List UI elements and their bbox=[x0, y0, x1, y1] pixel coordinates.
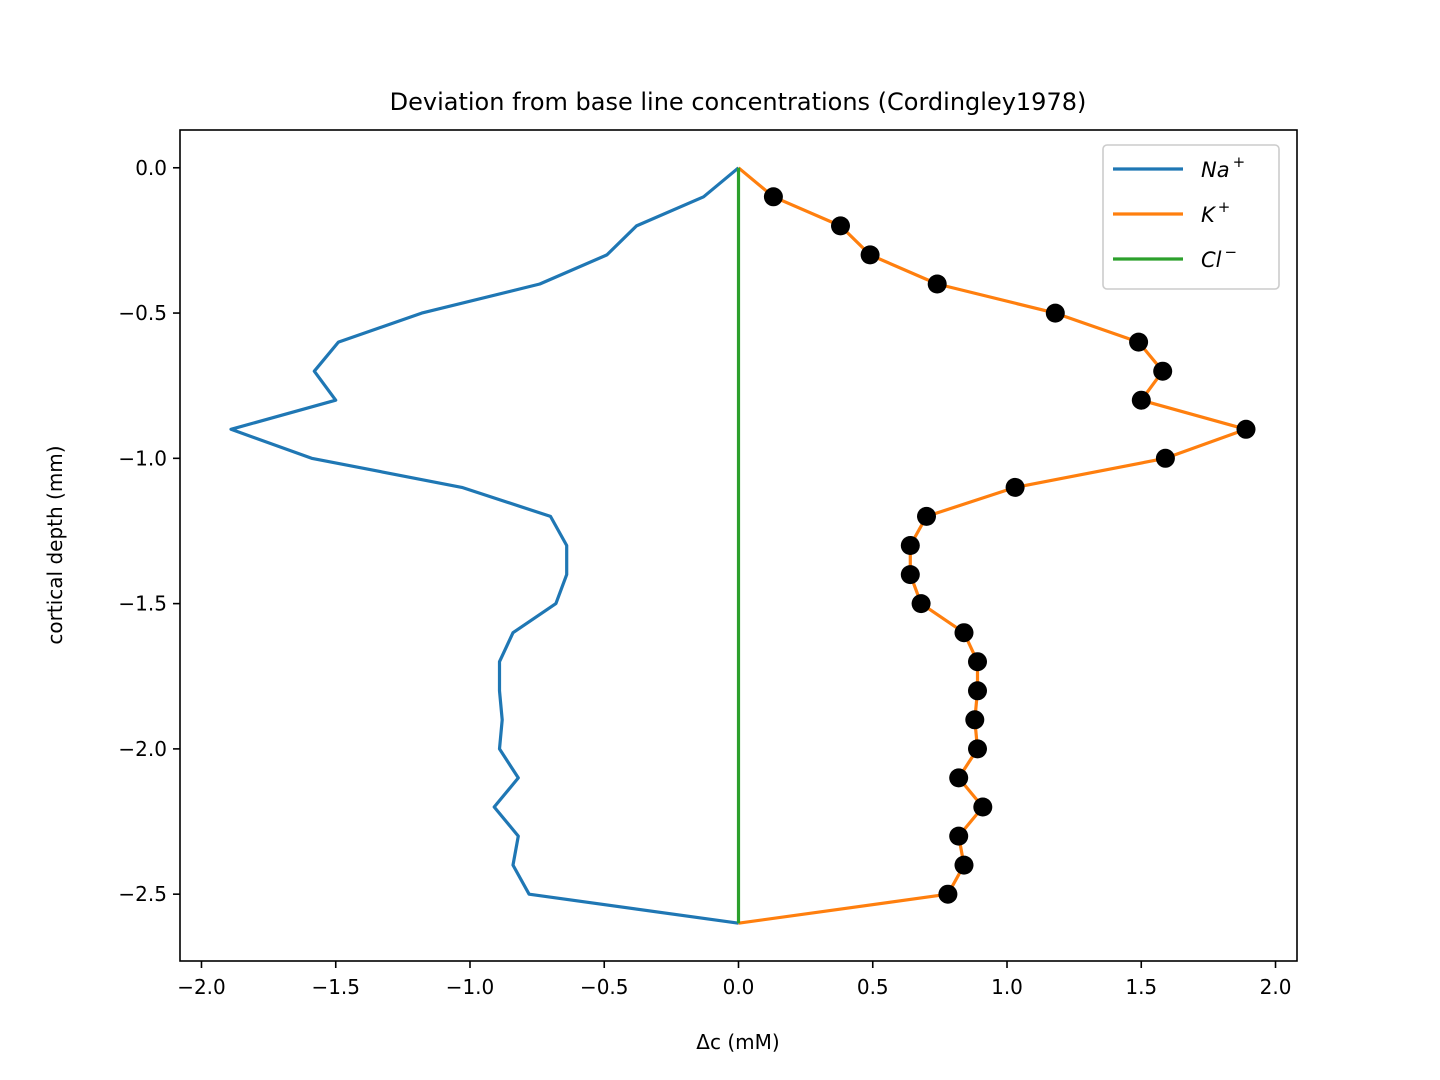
data-point-marker bbox=[1155, 448, 1175, 468]
y-tick-label: 0.0 bbox=[135, 156, 167, 180]
series-line-na bbox=[229, 166, 740, 925]
data-point-marker bbox=[1236, 419, 1256, 439]
legend: Na +K +Cl − bbox=[1102, 144, 1280, 290]
plot-markers bbox=[763, 187, 1256, 904]
data-point-marker bbox=[968, 652, 987, 672]
y-tick-label: −2.5 bbox=[118, 882, 167, 906]
x-tick-label: 1.0 bbox=[991, 975, 1023, 999]
data-point-marker bbox=[973, 797, 993, 817]
data-point-marker bbox=[968, 739, 987, 759]
data-point-marker bbox=[917, 506, 936, 526]
y-tick-label: −0.5 bbox=[118, 301, 167, 325]
y-tick-label: −1.0 bbox=[118, 446, 167, 470]
data-point-marker bbox=[949, 768, 969, 788]
data-point-marker bbox=[954, 855, 974, 875]
data-point-marker bbox=[1129, 332, 1149, 352]
data-point-marker bbox=[949, 826, 969, 846]
data-point-marker bbox=[965, 710, 985, 730]
data-point-marker bbox=[1045, 303, 1065, 323]
data-point-marker bbox=[1131, 390, 1151, 410]
data-point-marker bbox=[831, 216, 850, 236]
chart-title: Deviation from base line concentrations … bbox=[390, 88, 1087, 116]
y-axis-ticks: 0.0 −0.5 −1.0 −1.5 −2.0 −2.5 bbox=[118, 156, 180, 906]
data-point-marker bbox=[900, 536, 920, 555]
x-tick-label: −0.5 bbox=[580, 975, 629, 999]
x-tick-label: 2.0 bbox=[1260, 975, 1292, 999]
y-axis-label: cortical depth (mm) bbox=[43, 445, 67, 644]
x-tick-label: 0.5 bbox=[857, 975, 889, 999]
data-point-marker bbox=[1153, 361, 1173, 381]
data-point-marker bbox=[860, 245, 880, 265]
x-tick-label: −2.0 bbox=[177, 975, 226, 999]
data-point-marker bbox=[1005, 477, 1025, 497]
data-point-marker bbox=[900, 565, 920, 585]
x-tick-label: 1.5 bbox=[1125, 975, 1157, 999]
x-tick-label: −1.0 bbox=[446, 975, 495, 999]
x-tick-label: 0.0 bbox=[723, 975, 755, 999]
data-point-marker bbox=[968, 681, 987, 701]
x-tick-label: −1.5 bbox=[311, 975, 360, 999]
data-point-marker bbox=[927, 274, 947, 294]
x-axis-ticks: −2.0 −1.5 −1.0 −0.5 0.0 0.5 1.0 1.5 2.0 bbox=[177, 961, 1291, 999]
y-tick-label: −2.0 bbox=[118, 737, 167, 761]
data-point-marker bbox=[911, 594, 931, 614]
legend-box bbox=[1102, 144, 1280, 290]
data-point-marker bbox=[763, 187, 783, 207]
y-tick-label: −1.5 bbox=[118, 592, 167, 616]
x-axis-label: Δc (mM) bbox=[696, 1030, 779, 1054]
data-point-marker bbox=[938, 884, 958, 904]
data-point-marker bbox=[954, 623, 974, 643]
